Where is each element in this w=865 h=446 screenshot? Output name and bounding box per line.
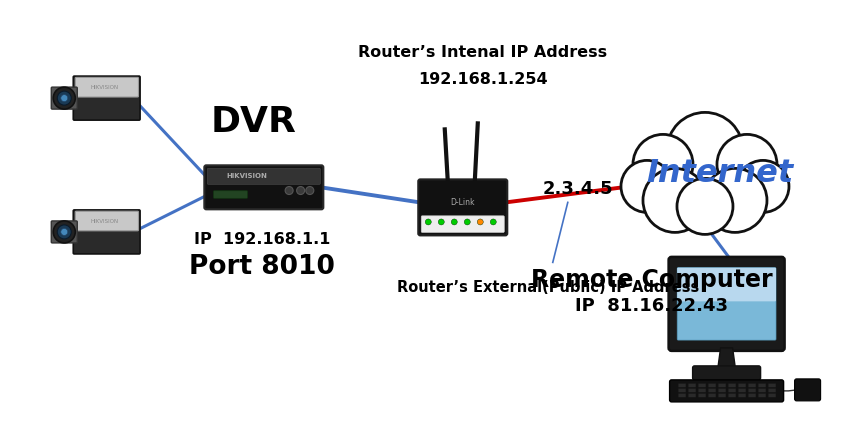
Text: IP  81.16.22.43: IP 81.16.22.43 <box>575 297 728 315</box>
FancyBboxPatch shape <box>708 393 716 397</box>
Text: 2.3.4.5: 2.3.4.5 <box>542 180 613 198</box>
FancyBboxPatch shape <box>748 388 756 392</box>
FancyBboxPatch shape <box>759 388 766 392</box>
Circle shape <box>61 95 67 102</box>
FancyBboxPatch shape <box>678 388 686 392</box>
Circle shape <box>621 161 673 212</box>
Circle shape <box>439 219 445 225</box>
FancyBboxPatch shape <box>693 366 760 380</box>
FancyBboxPatch shape <box>748 393 756 397</box>
FancyBboxPatch shape <box>678 393 686 397</box>
FancyBboxPatch shape <box>74 210 140 254</box>
Circle shape <box>667 112 743 188</box>
Circle shape <box>57 225 71 239</box>
FancyBboxPatch shape <box>214 191 247 198</box>
FancyBboxPatch shape <box>795 379 821 401</box>
FancyBboxPatch shape <box>718 393 726 397</box>
FancyBboxPatch shape <box>748 384 756 387</box>
FancyBboxPatch shape <box>421 216 504 232</box>
FancyBboxPatch shape <box>208 168 320 184</box>
Text: HIKVISION: HIKVISION <box>91 219 119 223</box>
Circle shape <box>426 219 432 225</box>
Circle shape <box>61 228 67 235</box>
FancyBboxPatch shape <box>708 388 716 392</box>
Text: D-Link: D-Link <box>451 198 475 206</box>
Text: Internet: Internet <box>646 158 793 189</box>
FancyBboxPatch shape <box>718 388 726 392</box>
FancyBboxPatch shape <box>677 268 776 340</box>
Polygon shape <box>718 348 735 370</box>
FancyBboxPatch shape <box>728 393 736 397</box>
Circle shape <box>717 134 777 194</box>
FancyBboxPatch shape <box>669 257 785 351</box>
Circle shape <box>643 169 707 232</box>
FancyBboxPatch shape <box>739 384 746 387</box>
FancyBboxPatch shape <box>670 380 784 402</box>
FancyBboxPatch shape <box>689 393 696 397</box>
Text: Router’s Intenal IP Address: Router’s Intenal IP Address <box>358 45 607 60</box>
FancyBboxPatch shape <box>698 388 706 392</box>
FancyBboxPatch shape <box>739 393 746 397</box>
FancyBboxPatch shape <box>739 388 746 392</box>
Circle shape <box>737 161 789 212</box>
Text: Remote Computer: Remote Computer <box>531 268 772 292</box>
FancyBboxPatch shape <box>768 384 776 387</box>
FancyBboxPatch shape <box>51 87 77 109</box>
FancyBboxPatch shape <box>698 384 706 387</box>
FancyBboxPatch shape <box>759 384 766 387</box>
FancyBboxPatch shape <box>75 211 138 231</box>
Text: 192.168.1.254: 192.168.1.254 <box>418 72 548 87</box>
Circle shape <box>54 87 75 109</box>
Text: HIKVISION: HIKVISION <box>91 85 119 90</box>
Text: Router’s External(Public) IP Address: Router’s External(Public) IP Address <box>397 280 699 295</box>
FancyBboxPatch shape <box>708 384 716 387</box>
Circle shape <box>703 169 767 232</box>
Circle shape <box>633 134 693 194</box>
FancyBboxPatch shape <box>768 388 776 392</box>
Text: HIKVISION: HIKVISION <box>226 173 267 179</box>
FancyBboxPatch shape <box>51 221 77 243</box>
FancyBboxPatch shape <box>204 165 324 209</box>
FancyBboxPatch shape <box>728 384 736 387</box>
FancyBboxPatch shape <box>759 393 766 397</box>
FancyBboxPatch shape <box>718 384 726 387</box>
FancyBboxPatch shape <box>728 388 736 392</box>
Circle shape <box>677 178 733 235</box>
Circle shape <box>57 91 71 105</box>
Circle shape <box>306 186 314 194</box>
Text: Port 8010: Port 8010 <box>189 254 335 281</box>
Circle shape <box>477 219 484 225</box>
FancyBboxPatch shape <box>677 268 776 301</box>
FancyBboxPatch shape <box>678 384 686 387</box>
FancyBboxPatch shape <box>75 77 138 97</box>
FancyBboxPatch shape <box>689 388 696 392</box>
FancyBboxPatch shape <box>768 393 776 397</box>
FancyBboxPatch shape <box>698 393 706 397</box>
Text: DVR: DVR <box>211 105 297 139</box>
FancyBboxPatch shape <box>689 384 696 387</box>
Circle shape <box>54 221 75 243</box>
Text: IP  192.168.1.1: IP 192.168.1.1 <box>194 232 330 247</box>
FancyBboxPatch shape <box>74 76 140 120</box>
FancyBboxPatch shape <box>419 179 507 235</box>
Circle shape <box>465 219 471 225</box>
Circle shape <box>452 219 458 225</box>
Circle shape <box>285 186 293 194</box>
Circle shape <box>490 219 497 225</box>
Circle shape <box>297 186 304 194</box>
